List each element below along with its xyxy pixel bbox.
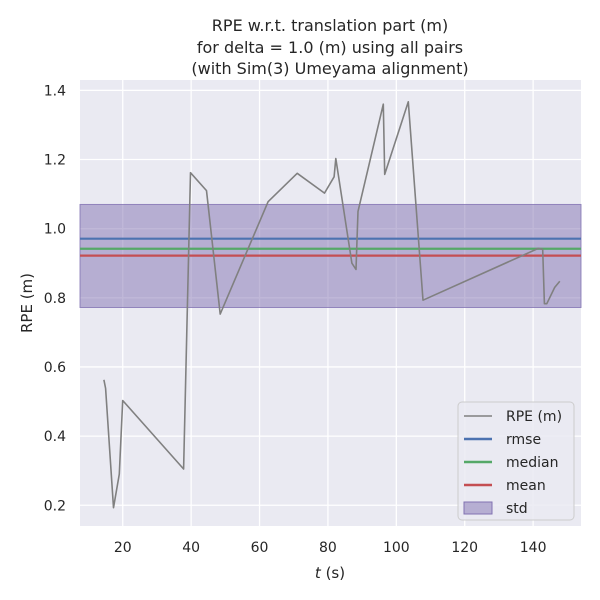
- x-axis-label: t (s): [315, 564, 345, 582]
- legend-label-rpe: RPE (m): [506, 409, 562, 425]
- y-axis-label: RPE (m): [18, 273, 36, 333]
- y-tick-label-5: 1.2: [44, 153, 66, 169]
- x-tick-label-0: 20: [114, 540, 132, 556]
- x-tick-label-2: 60: [251, 540, 269, 556]
- x-tick-label-6: 140: [520, 540, 547, 556]
- y-tick-label-2: 0.6: [44, 360, 66, 376]
- x-axis-label-var: t: [315, 564, 322, 582]
- y-tick-labels: 0.2 0.4 0.6 0.8 1.0 1.2 1.4: [44, 83, 66, 514]
- legend-label-rmse: rmse: [506, 432, 541, 448]
- series-group: [103, 101, 561, 509]
- x-tick-label-5: 120: [451, 540, 478, 556]
- legend-swatch-std: [463, 501, 493, 515]
- chart-title-line-3: (with Sim(3) Umeyama alignment): [191, 59, 468, 78]
- y-tick-label-6: 1.4: [44, 83, 66, 99]
- x-tick-label-3: 80: [319, 540, 337, 556]
- y-tick-label-3: 0.8: [44, 291, 66, 307]
- rpe-series-line: [103, 101, 561, 509]
- y-tick-label-1: 0.4: [44, 429, 66, 445]
- legend-label-std: std: [506, 501, 528, 517]
- y-tick-label-4: 1.0: [44, 222, 66, 238]
- x-tick-label-4: 100: [383, 540, 410, 556]
- x-tick-label-1: 40: [182, 540, 200, 556]
- x-tick-labels: 20 40 60 80 100 120 140: [114, 540, 547, 556]
- chart-title-line-2: for delta = 1.0 (m) using all pairs: [197, 38, 463, 57]
- legend-label-median: median: [506, 455, 558, 471]
- legend-label-mean: mean: [506, 478, 546, 494]
- stat-lines-group: [80, 237, 581, 257]
- chart-title-line-1: RPE w.r.t. translation part (m): [212, 16, 448, 35]
- legend: RPE (m) rmse median mean std: [457, 401, 575, 521]
- y-tick-label-0: 0.2: [44, 498, 66, 514]
- legend-box: [457, 401, 575, 521]
- x-axis-label-unit: (s): [321, 564, 345, 582]
